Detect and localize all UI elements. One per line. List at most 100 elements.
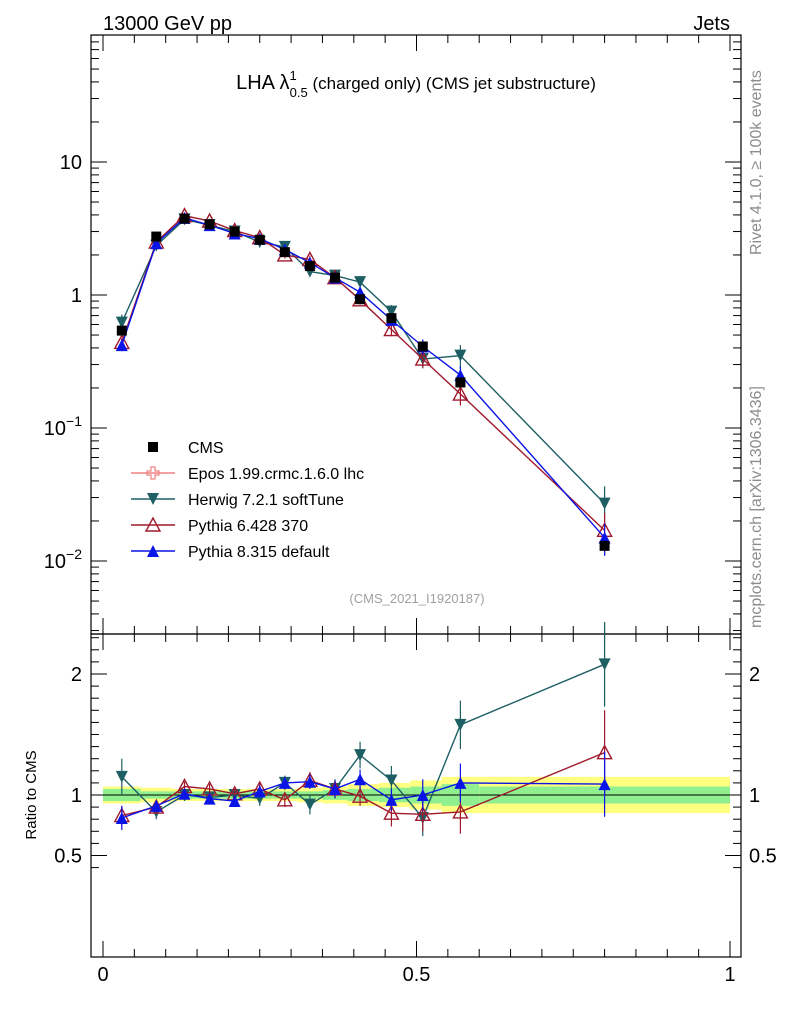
ratio-point xyxy=(452,803,469,819)
ratio-y-tick-label-left: 2 xyxy=(71,664,82,686)
legend-marker-shape xyxy=(146,466,160,480)
ratio-point xyxy=(150,799,163,812)
ratio-point xyxy=(228,795,241,808)
ratio-point xyxy=(416,789,429,801)
ratio-point xyxy=(383,804,400,820)
ratio-point xyxy=(115,770,128,783)
ratio-point xyxy=(303,798,316,811)
cms-data-point xyxy=(304,261,315,272)
series-point xyxy=(354,276,367,289)
ratio-point xyxy=(203,792,216,805)
ratio-point xyxy=(598,778,611,791)
series-line-pythia xyxy=(121,214,606,531)
cms-data-point xyxy=(151,231,162,242)
legend-marker xyxy=(147,545,159,557)
cms-data-point xyxy=(455,377,466,388)
ratio-point xyxy=(278,776,291,789)
ratio-point xyxy=(354,773,367,786)
y-tick-exponent: −1 xyxy=(66,413,82,429)
ratio-point xyxy=(328,782,341,795)
series-point xyxy=(385,305,398,318)
y-tick-label: 10−1 xyxy=(44,413,82,440)
series-point xyxy=(452,385,469,401)
series-point xyxy=(383,321,400,337)
legend-label: Epos 1.99.crmc.1.6.0 lhc xyxy=(188,466,364,483)
ratio-point xyxy=(598,658,611,671)
title-superscript: 1 xyxy=(289,68,296,83)
cms-data-point xyxy=(329,272,340,283)
legend-marker xyxy=(146,466,160,480)
cms-data-point xyxy=(599,540,610,551)
chart-title: LHA λ1 0.5 (charged only) (CMS jet substr… xyxy=(236,68,596,100)
rivet-version-label: Rivet 4.1.0, ≥ 100k events xyxy=(748,70,765,255)
cms-data-point xyxy=(204,219,215,230)
ratio-point xyxy=(303,775,316,788)
ratio-axis-label: Ratio to CMS xyxy=(23,750,40,839)
cms-data-point xyxy=(179,213,190,224)
title-subscript: 0.5 xyxy=(290,85,308,100)
ratio-point xyxy=(354,749,367,762)
y-tick-label: 10 xyxy=(60,152,82,174)
cms-data-point xyxy=(254,234,265,245)
mcplots-label: mcplots.cern.ch [arXiv:1306.3436] xyxy=(748,386,765,628)
y-tick-label: 1 xyxy=(71,285,82,307)
cms-data-point xyxy=(386,313,397,324)
ratio-point xyxy=(454,718,467,731)
series-point xyxy=(150,237,163,250)
ratio-y-tick-label-right: 2 xyxy=(749,664,760,686)
ratio-y-tick-label-right: 0.5 xyxy=(749,846,777,868)
analysis-id: (CMS_2021_I1920187) xyxy=(349,591,484,606)
legend-label: Herwig 7.2.1 softTune xyxy=(188,492,344,509)
main-plot-series xyxy=(113,207,613,556)
y-tick-exponent: −2 xyxy=(66,546,82,562)
series-point xyxy=(414,350,431,366)
title-main: LHA λ xyxy=(236,72,289,94)
title-rest: (charged only) (CMS jet substructure) xyxy=(308,74,596,93)
series-line-pythia xyxy=(121,217,606,539)
axis-ticks xyxy=(91,34,741,957)
legend-marker xyxy=(148,442,158,452)
ratio-line-pythia xyxy=(121,778,605,819)
cms-data-point xyxy=(279,247,290,258)
ratio-point xyxy=(178,787,191,800)
series-point xyxy=(598,497,611,510)
legend-label: Pythia 8.315 default xyxy=(188,544,330,561)
ratio-point xyxy=(454,776,467,789)
ratio-y-tick-label-left: 1 xyxy=(71,785,82,807)
energy-label: 13000 GeV pp xyxy=(103,13,232,35)
series-point xyxy=(115,339,128,352)
legend-label: CMS xyxy=(188,440,224,457)
process-label: Jets xyxy=(693,13,730,35)
ratio-point xyxy=(351,787,369,803)
x-tick-label: 1 xyxy=(724,964,735,986)
ratio-point xyxy=(276,791,294,807)
x-tick-label: 0.5 xyxy=(403,964,431,986)
x-tick-label: 0 xyxy=(97,964,108,986)
legend: CMS Epos 1.99.crmc.1.6.0 lhc Herwig 7.2.1 … xyxy=(131,440,364,561)
cms-data-point xyxy=(116,325,127,336)
cms-data-point xyxy=(355,294,366,305)
ratio-point xyxy=(414,805,431,822)
legend-label: Pythia 6.428 370 xyxy=(188,518,308,535)
series-point xyxy=(115,316,128,329)
y-tick-base: 10 xyxy=(44,418,66,440)
y-tick-label: 10−2 xyxy=(44,546,82,573)
y-tick-base: 10 xyxy=(44,551,66,573)
series-point xyxy=(598,531,611,544)
ratio-line-herwig xyxy=(121,663,605,820)
series-point xyxy=(454,349,467,362)
legend-marker xyxy=(147,493,159,505)
cms-data-point xyxy=(229,226,240,237)
legend-marker xyxy=(144,516,162,532)
y-tick-base: 10 xyxy=(60,152,82,174)
ratio-point xyxy=(385,793,398,806)
ratio-y-tick-label-right: 1 xyxy=(749,785,760,807)
ratio-plot-series xyxy=(113,621,613,837)
ratio-point xyxy=(385,774,398,787)
ratio-point xyxy=(253,785,266,798)
ratio-y-tick-label-left: 0.5 xyxy=(54,846,82,868)
cms-data-point xyxy=(417,341,428,352)
y-tick-base: 1 xyxy=(71,285,82,307)
